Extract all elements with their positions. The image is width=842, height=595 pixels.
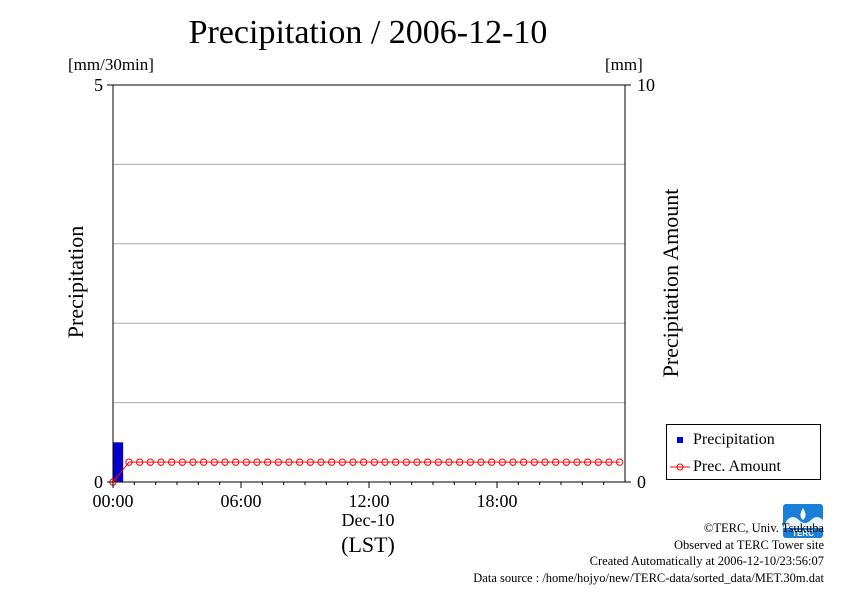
amount-point	[562, 458, 571, 466]
amount-point	[263, 458, 272, 466]
amount-point	[327, 458, 336, 466]
amount-point	[189, 458, 197, 466]
amount-point	[167, 458, 176, 466]
amount-point	[519, 458, 528, 466]
chart-legend: Precipitation Prec. Amount	[666, 424, 821, 480]
x-axis-timezone-label: (LST)	[341, 532, 395, 557]
chart-title: Precipitation / 2006-12-10	[188, 14, 548, 51]
credits-block: ©TERC, Univ. Tsukuba Observed at TERC To…	[473, 520, 824, 586]
x-tick-label: 12:00	[348, 491, 389, 511]
svg-text:TERC: TERC	[792, 529, 814, 538]
credit-created: Created Automatically at 2006-12-10/23:5…	[589, 554, 824, 568]
terc-logo: TERC	[783, 504, 823, 538]
amount-point	[466, 458, 475, 466]
x-tick-label: 06:00	[220, 491, 261, 511]
right-y-tick-label: 10	[637, 75, 655, 95]
amount-point	[146, 458, 155, 466]
x-axis-date-label: Dec-10	[341, 510, 395, 530]
amount-point	[445, 458, 453, 466]
amount-point	[434, 458, 443, 466]
legend-bar-swatch	[669, 430, 693, 450]
amount-point	[199, 458, 208, 466]
x-tick-label: 18:00	[476, 491, 517, 511]
left-axis-unit: [mm/30min]	[68, 55, 154, 74]
amount-point	[477, 458, 485, 466]
amount-point	[274, 458, 283, 466]
amount-point	[221, 458, 229, 466]
amount-point	[157, 458, 165, 466]
amount-point	[391, 458, 400, 466]
right-y-tick-label: 0	[637, 472, 646, 492]
amount-point	[210, 458, 219, 466]
plot-frame	[112, 84, 626, 483]
x-tick-label: 00:00	[92, 491, 133, 511]
amount-point	[338, 458, 347, 466]
precip-bar	[113, 442, 124, 482]
amount-point	[125, 458, 133, 466]
legend-entry-precipitation: Precipitation	[667, 430, 775, 450]
amount-point	[487, 458, 496, 466]
amount-point	[370, 458, 379, 466]
amount-point	[605, 458, 613, 466]
amount-point	[573, 458, 581, 466]
amount-point	[359, 458, 368, 466]
amount-point	[530, 458, 539, 466]
amount-point	[541, 458, 549, 466]
right-axis-unit: [mm]	[605, 55, 643, 74]
legend-line-swatch	[669, 457, 693, 477]
amount-point	[295, 458, 304, 466]
amount-point	[455, 458, 464, 466]
left-y-tick-label: 0	[94, 472, 103, 492]
amount-point	[498, 458, 507, 466]
amount-point	[135, 458, 144, 466]
legend-label-precipitation: Precipitation	[693, 431, 775, 448]
amount-point	[402, 458, 411, 466]
amount-line	[112, 461, 620, 483]
amount-point	[253, 458, 261, 466]
amount-point	[306, 458, 315, 466]
amount-point	[413, 458, 421, 466]
credit-observed: Observed at TERC Tower site	[673, 537, 824, 552]
legend-entry-amount: Prec. Amount	[667, 457, 781, 477]
amount-point	[583, 458, 592, 466]
amount-point	[285, 458, 293, 466]
amount-point	[615, 458, 624, 466]
amount-point	[551, 458, 560, 466]
amount-point	[242, 458, 251, 466]
credit-copyright: ©TERC, Univ. Tsukuba	[703, 521, 824, 535]
amount-point	[423, 458, 432, 466]
amount-point	[594, 458, 603, 466]
amount-point	[178, 458, 187, 466]
amount-point	[349, 458, 357, 466]
amount-point	[231, 458, 240, 466]
amount-point	[317, 458, 325, 466]
left-y-tick-label: 5	[94, 75, 103, 95]
amount-point	[381, 458, 389, 466]
legend-label-amount: Prec. Amount	[693, 458, 781, 475]
amount-point	[509, 458, 517, 466]
credit-source: Data source : /home/hojyo/new/TERC-data/…	[473, 570, 824, 585]
